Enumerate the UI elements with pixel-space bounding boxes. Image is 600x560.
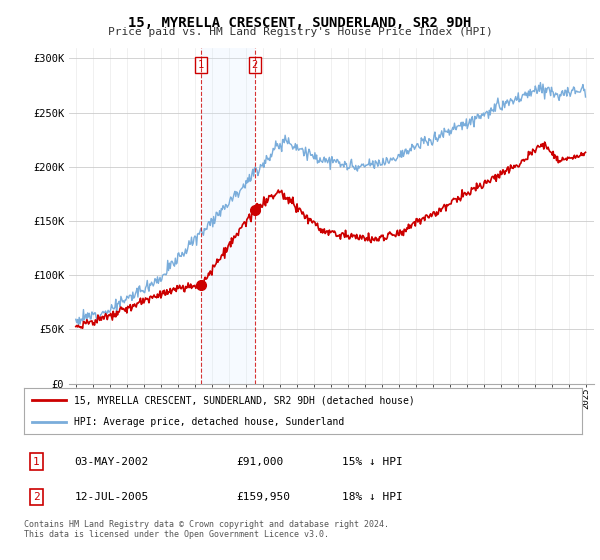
Text: 15% ↓ HPI: 15% ↓ HPI: [342, 457, 403, 466]
Text: Contains HM Land Registry data © Crown copyright and database right 2024.
This d: Contains HM Land Registry data © Crown c…: [24, 520, 389, 539]
Text: Price paid vs. HM Land Registry's House Price Index (HPI): Price paid vs. HM Land Registry's House …: [107, 27, 493, 37]
Text: 1: 1: [198, 60, 204, 70]
Text: HPI: Average price, detached house, Sunderland: HPI: Average price, detached house, Sund…: [74, 417, 344, 427]
Text: 2: 2: [33, 492, 40, 502]
Text: £91,000: £91,000: [236, 457, 283, 466]
Text: 15, MYRELLA CRESCENT, SUNDERLAND, SR2 9DH (detached house): 15, MYRELLA CRESCENT, SUNDERLAND, SR2 9D…: [74, 395, 415, 405]
Text: 2: 2: [252, 60, 258, 70]
Text: 15, MYRELLA CRESCENT, SUNDERLAND, SR2 9DH: 15, MYRELLA CRESCENT, SUNDERLAND, SR2 9D…: [128, 16, 472, 30]
Text: 18% ↓ HPI: 18% ↓ HPI: [342, 492, 403, 502]
Text: £159,950: £159,950: [236, 492, 290, 502]
Bar: [201, 48, 255, 384]
Text: 03-MAY-2002: 03-MAY-2002: [74, 457, 148, 466]
Text: 12-JUL-2005: 12-JUL-2005: [74, 492, 148, 502]
Text: 1: 1: [33, 457, 40, 466]
